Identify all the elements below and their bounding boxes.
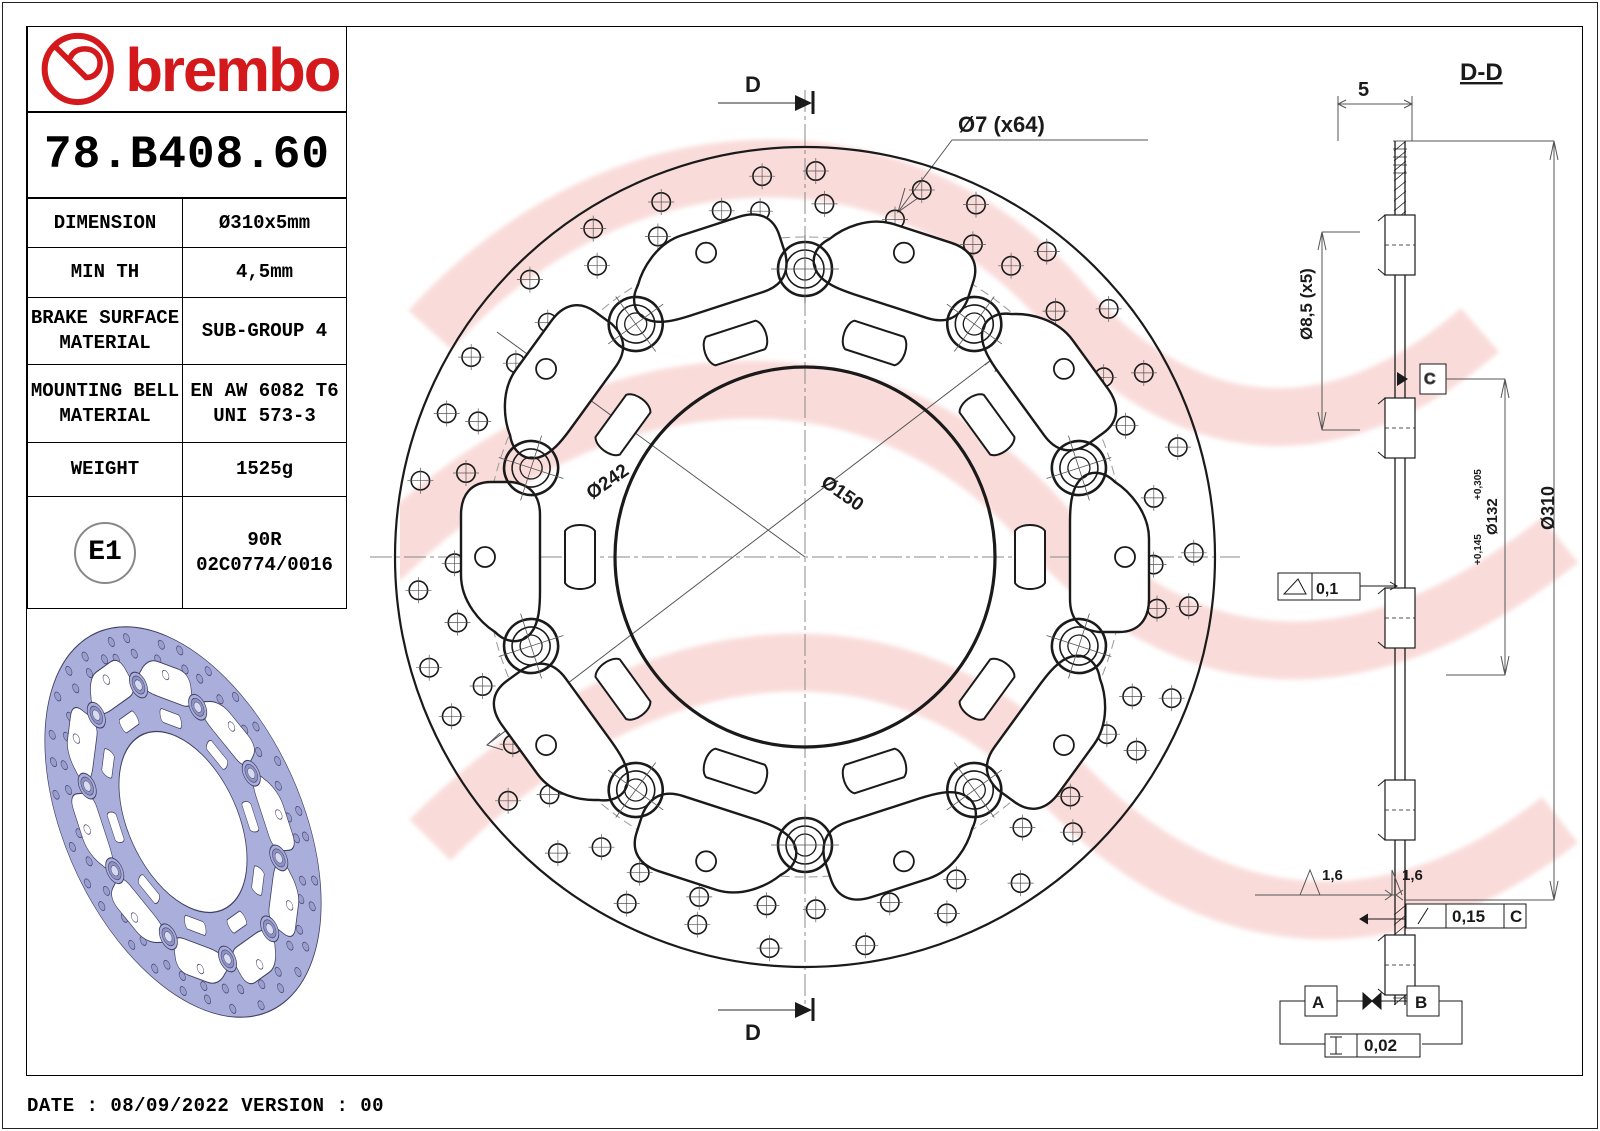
svg-text:Ø310: Ø310	[1538, 486, 1558, 530]
svg-text:A: A	[1312, 993, 1324, 1012]
svg-text:5: 5	[1358, 79, 1369, 101]
svg-text:Ø7 (x64): Ø7 (x64)	[958, 112, 1045, 137]
svg-text:1,6: 1,6	[1322, 867, 1343, 884]
svg-text:0,02: 0,02	[1364, 1036, 1397, 1055]
svg-text:Ø8,5 (x5): Ø8,5 (x5)	[1297, 268, 1316, 340]
svg-text:1,6: 1,6	[1402, 867, 1423, 884]
svg-text:0,1: 0,1	[1316, 581, 1338, 598]
svg-text:B: B	[1415, 993, 1427, 1012]
svg-text:0,15: 0,15	[1452, 907, 1485, 926]
svg-text:Ø132: Ø132	[1484, 498, 1501, 535]
svg-text:+0,145: +0,145	[1473, 534, 1484, 565]
svg-text:Ø150: Ø150	[817, 472, 867, 516]
svg-text:+0,305: +0,305	[1473, 469, 1484, 500]
svg-text:C: C	[1510, 907, 1522, 926]
svg-text:C: C	[1424, 371, 1436, 388]
svg-text:D: D	[745, 72, 761, 97]
svg-text:D: D	[745, 1020, 761, 1045]
svg-text:D-D: D-D	[1460, 59, 1503, 86]
